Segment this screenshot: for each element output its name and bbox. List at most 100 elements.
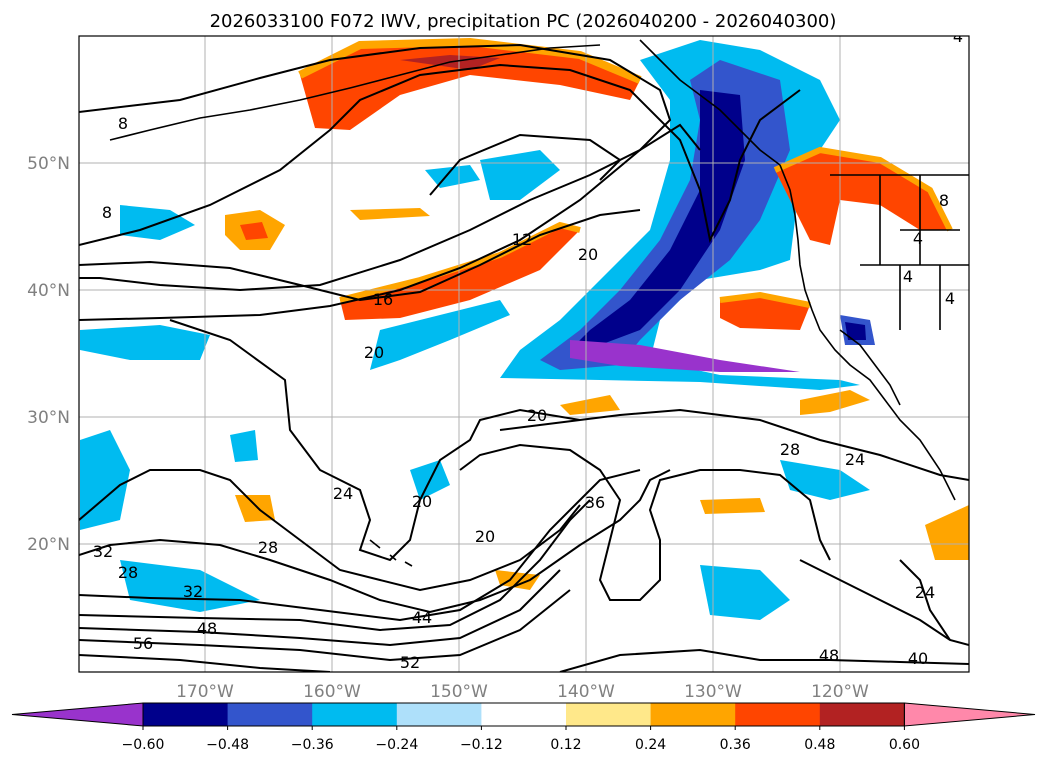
map-panel: 8812162020202020242424282828323236404448…	[79, 27, 969, 672]
contour-label: 28	[258, 538, 278, 557]
colorbar-tick-label: −0.36	[291, 737, 334, 753]
lat-tick-label: 50°N	[27, 154, 70, 174]
contour-label: 20	[364, 343, 384, 362]
lon-tick-label: 170°W	[176, 682, 234, 702]
colorbar-tick-label: −0.48	[206, 737, 249, 753]
contour-label: 20	[578, 245, 598, 264]
contour-label: 40	[908, 649, 928, 668]
colorbar-segment	[566, 703, 652, 726]
positive-small-7	[495, 570, 540, 590]
contour-label: 8	[939, 191, 949, 210]
contour-label: 8	[102, 203, 112, 222]
precip-shading	[80, 37, 969, 620]
colorbar-segment	[396, 703, 482, 726]
contour-label: 28	[780, 440, 800, 459]
colorbar-segment	[735, 703, 821, 726]
colorbar-extend-left	[11, 702, 144, 727]
positive-small-2	[350, 208, 430, 220]
positive-band-west	[340, 225, 580, 320]
pacific-nw-coast	[779, 164, 956, 501]
colorbar	[11, 702, 1036, 727]
lon-tick-label: 140°W	[557, 682, 615, 702]
latitude-labels: 50°N 40°N 30°N 20°N	[27, 154, 70, 555]
colorbar-tick-label: 0.60	[889, 737, 920, 753]
contour-label: 32	[183, 582, 203, 601]
contour-label: 28	[118, 563, 138, 582]
colorbar-frame	[142, 702, 905, 727]
hawaii	[369, 539, 413, 567]
contour-label: 4	[903, 267, 913, 286]
colorbar-segment	[143, 703, 229, 726]
positive-band-north	[300, 42, 640, 130]
contour-label: 4	[953, 27, 963, 46]
contour-label: 12	[512, 230, 532, 249]
negative-core	[570, 90, 745, 350]
map-frame	[78, 35, 970, 673]
contour-labels: 8812162020202020242424282828323236404448…	[93, 27, 963, 672]
contour-label: 48	[819, 646, 839, 665]
baja-coast	[839, 329, 901, 406]
positive-small-8	[925, 505, 969, 560]
lon-tick-label: 130°W	[684, 682, 742, 702]
positive-coast-north	[775, 150, 950, 245]
colorbar-segment	[819, 703, 905, 726]
negative-small-11	[230, 430, 258, 462]
negative-small-1	[80, 325, 210, 360]
contour-label: 4	[945, 289, 955, 308]
colorbar-ticks: −0.60 −0.48 −0.36 −0.24 −0.12 0.12 0.24 0.36 0.4…	[122, 726, 920, 753]
colorbar-segment	[650, 703, 736, 726]
positive-small-5	[235, 495, 275, 522]
us-border	[830, 174, 969, 266]
colorbar-tick-label: 0.48	[804, 737, 835, 753]
contour-label: 24	[333, 484, 353, 503]
colorbar-tick-label: −0.24	[375, 737, 418, 753]
contour-label: 24	[915, 583, 935, 602]
contour-label: 24	[845, 450, 865, 469]
colorbar-tick-label: −0.12	[460, 737, 503, 753]
contour-label: 48	[197, 619, 217, 638]
chart-title: 2026033100 F072 IWV, precipitation PC (2…	[210, 11, 837, 32]
colorbar-tick-label: 0.12	[550, 737, 581, 753]
longitude-labels: 170°W 160°W 150°W 140°W 130°W 120°W	[176, 682, 869, 702]
lat-tick-label: 30°N	[27, 408, 70, 428]
purple-core	[570, 340, 800, 372]
colorbar-tick-label: −0.60	[122, 737, 165, 753]
lon-tick-label: 160°W	[303, 682, 361, 702]
negative-small-6	[370, 300, 510, 370]
lon-tick-label: 150°W	[430, 682, 488, 702]
lon-tick-label: 120°W	[811, 682, 869, 702]
contour-label: 36	[585, 493, 605, 512]
gridlines	[79, 36, 969, 672]
iwv-contours	[79, 43, 969, 672]
aleutians	[109, 44, 601, 141]
contour-label: 52	[400, 653, 420, 672]
state-lines	[879, 175, 941, 330]
contour-label: 44	[412, 608, 432, 627]
contour-label: 20	[412, 492, 432, 511]
lat-tick-label: 20°N	[27, 535, 70, 555]
contour-label: 56	[133, 634, 153, 653]
colorbar-tick-label: 0.24	[635, 737, 666, 753]
colorbar-tick-label: 0.36	[720, 737, 751, 753]
negative-small-8	[700, 565, 790, 620]
contour-label: 20	[527, 406, 547, 425]
contour-label: 4	[913, 229, 923, 248]
negative-small-2	[80, 430, 130, 530]
colorbar-segment	[227, 703, 313, 726]
negative-small-12-core	[845, 322, 866, 340]
negative-small-4	[425, 165, 480, 188]
contour-label: 8	[118, 114, 128, 133]
colorbar-segment	[312, 703, 398, 726]
positive-small-4	[800, 390, 870, 415]
contour-label: 32	[93, 542, 113, 561]
negative-small-9	[780, 460, 870, 500]
colorbar-segment	[481, 703, 567, 726]
coastlines	[109, 39, 969, 567]
lat-tick-label: 40°N	[27, 281, 70, 301]
contour-label: 20	[475, 527, 495, 546]
contour-label: 16	[373, 290, 393, 309]
positive-coast-mid	[720, 295, 810, 330]
positive-small-3	[560, 395, 620, 415]
colorbar-extend-right	[903, 702, 1036, 727]
